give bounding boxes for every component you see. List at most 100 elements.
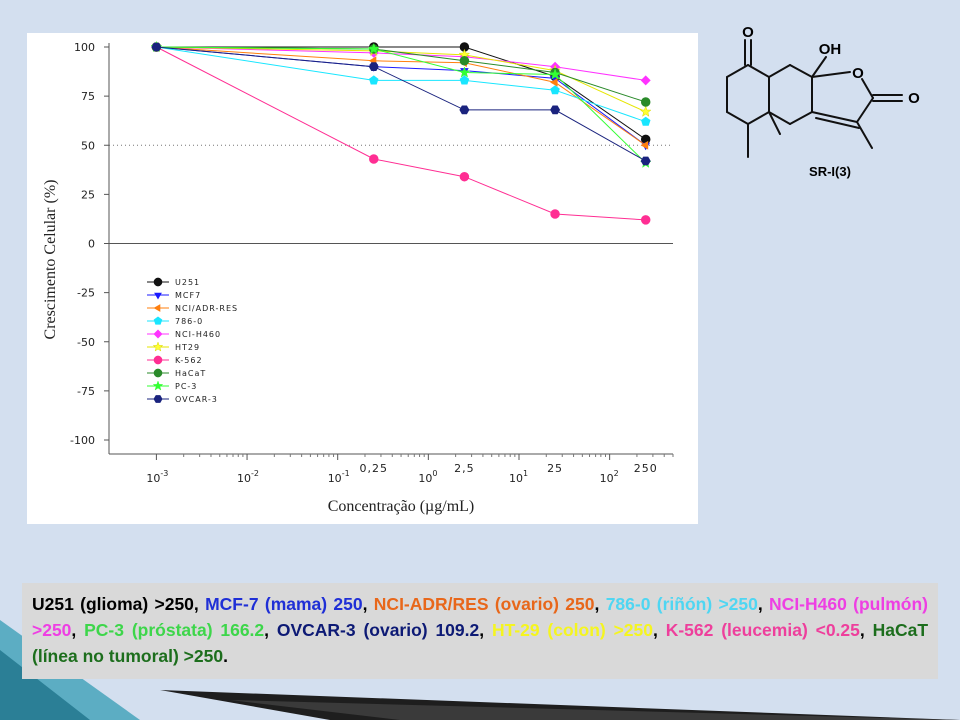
legend-item: PC-3: [147, 380, 197, 391]
series-ovcar-3: [151, 42, 651, 166]
legend-marker: [153, 355, 163, 365]
legend-label: U251: [175, 278, 200, 287]
caption-segment: ,: [479, 620, 492, 640]
legend-item: 786-0: [147, 316, 203, 326]
legend-label: NCI/ADR-RES: [175, 304, 238, 313]
caption-segment: HaCaT (línea no tumoral) >250: [32, 620, 929, 666]
data-point: [550, 105, 561, 115]
data-point: [550, 209, 560, 219]
y-axis-title: Crescimento Celular (%): [42, 180, 59, 340]
legend-label: OVCAR-3: [175, 395, 218, 404]
caption-segment: ,: [653, 620, 666, 640]
legend-marker: [154, 292, 162, 300]
x-tick-label: 10-1: [328, 469, 350, 485]
data-point: [368, 62, 379, 71]
legend-label: PC-3: [175, 382, 197, 391]
x-tick-base: 10: [509, 472, 523, 485]
molecule-structure: O OH O O SR-I(3): [712, 22, 950, 187]
hydroxyl-label: OH: [819, 41, 842, 58]
x-tick-exponent: 0: [432, 469, 437, 478]
caption-segment: ,: [859, 620, 873, 640]
x-tick-label: 10-2: [237, 469, 259, 485]
data-point: [640, 97, 651, 107]
data-point: [549, 68, 562, 80]
caption-segment: .: [223, 646, 228, 666]
x-axis-title: Concentração (µg/mL): [328, 498, 475, 515]
chart-panel: 100 75 50 25 0 -25 -50 -75 -100 10-3 10-2 10-1 100 10…: [27, 33, 698, 524]
y-tick-label: 25: [81, 188, 95, 201]
legend-marker: [153, 304, 161, 312]
data-point: [151, 42, 162, 52]
caption-segment: U251 (glioma) >250,: [32, 594, 206, 614]
caption-segment: MCF-7 (mama) 250: [205, 594, 363, 614]
caption-segment: ,: [264, 620, 277, 640]
x-value-label: 25: [547, 462, 563, 475]
y-tick-label: -25: [77, 287, 95, 300]
caption-segment: NCI-H460 (pulmón) >250: [32, 594, 928, 640]
data-point: [640, 156, 651, 166]
data-point: [369, 154, 379, 164]
x-tick-label: 101: [509, 469, 528, 485]
legend-item: HT29: [147, 341, 200, 352]
y-tick-label: 75: [81, 90, 95, 103]
x-tick-base: 10: [237, 472, 251, 485]
legend-item: K-562: [147, 355, 202, 365]
legend-item: HaCaT: [147, 368, 205, 378]
data-point: [550, 85, 560, 95]
caption-segment: K-562 (leucemia) <0.25: [665, 620, 860, 640]
y-tick-label: 0: [88, 238, 95, 251]
caption-text: U251 (glioma) >250, MCF-7 (mama) 250, NC…: [32, 591, 928, 669]
data-point: [459, 105, 470, 115]
legend-marker: [153, 277, 163, 287]
data-point: [459, 171, 470, 182]
caption-segment: 786-0 (riñón) >250: [605, 594, 758, 614]
legend-item: MCF7: [147, 291, 201, 300]
y-tick-label: 50: [81, 139, 95, 152]
ketone-oxygen: O: [742, 24, 754, 41]
x-tick-base: 10: [146, 472, 160, 485]
legend-marker: [153, 395, 163, 403]
caption-segment: PC-3 (próstata) 166.2: [84, 620, 265, 640]
molecule-drawing: O OH O O SR-I(3): [726, 24, 920, 179]
legend-marker: [152, 341, 164, 352]
data-point: [640, 140, 649, 150]
data-point: [640, 75, 651, 86]
x-tick-exponent: -1: [342, 469, 350, 478]
data-point: [641, 116, 651, 126]
x-tick-label: 100: [418, 469, 437, 485]
legend-label: MCF7: [175, 291, 201, 300]
data-point: [640, 215, 651, 225]
x-value-label: 2,5: [454, 462, 475, 475]
x-tick-exponent: -3: [160, 469, 168, 478]
y-tick-label: -50: [77, 336, 95, 349]
legend-marker: [153, 316, 163, 325]
x-tick-exponent: 1: [523, 469, 528, 478]
legend-marker: [153, 329, 163, 339]
carbonyl-oxygen: O: [908, 90, 920, 107]
y-tick-label: -100: [70, 434, 95, 447]
x-tick-exponent: 2: [614, 469, 619, 478]
legend-label: 786-0: [175, 317, 203, 326]
caption-segment: NCI-ADR/RES (ovario) 250: [373, 594, 595, 614]
caption-segment: ,: [757, 594, 770, 614]
x-tick-base: 10: [600, 472, 614, 485]
legend-marker: [152, 380, 164, 391]
x-tick-base: 10: [328, 472, 342, 485]
caption-segment: ,: [71, 620, 85, 640]
ring-oxygen: O: [852, 65, 864, 82]
molecule-label: SR-I(3): [809, 164, 851, 179]
legend-item: U251: [147, 277, 200, 287]
data-point: [639, 105, 652, 117]
y-tick-label: -75: [77, 385, 95, 398]
series-pc-3: [150, 40, 652, 169]
caption-segment: HT-29 (colon) >250: [491, 620, 654, 640]
data-point: [550, 78, 558, 87]
series-line: [156, 46, 646, 140]
caption-segment: ,: [362, 594, 374, 614]
caption-box: U251 (glioma) >250, MCF-7 (mama) 250, NC…: [22, 583, 938, 679]
series-line: [156, 46, 646, 221]
legend-item: OVCAR-3: [147, 395, 218, 404]
legend-label: HT29: [175, 343, 200, 352]
